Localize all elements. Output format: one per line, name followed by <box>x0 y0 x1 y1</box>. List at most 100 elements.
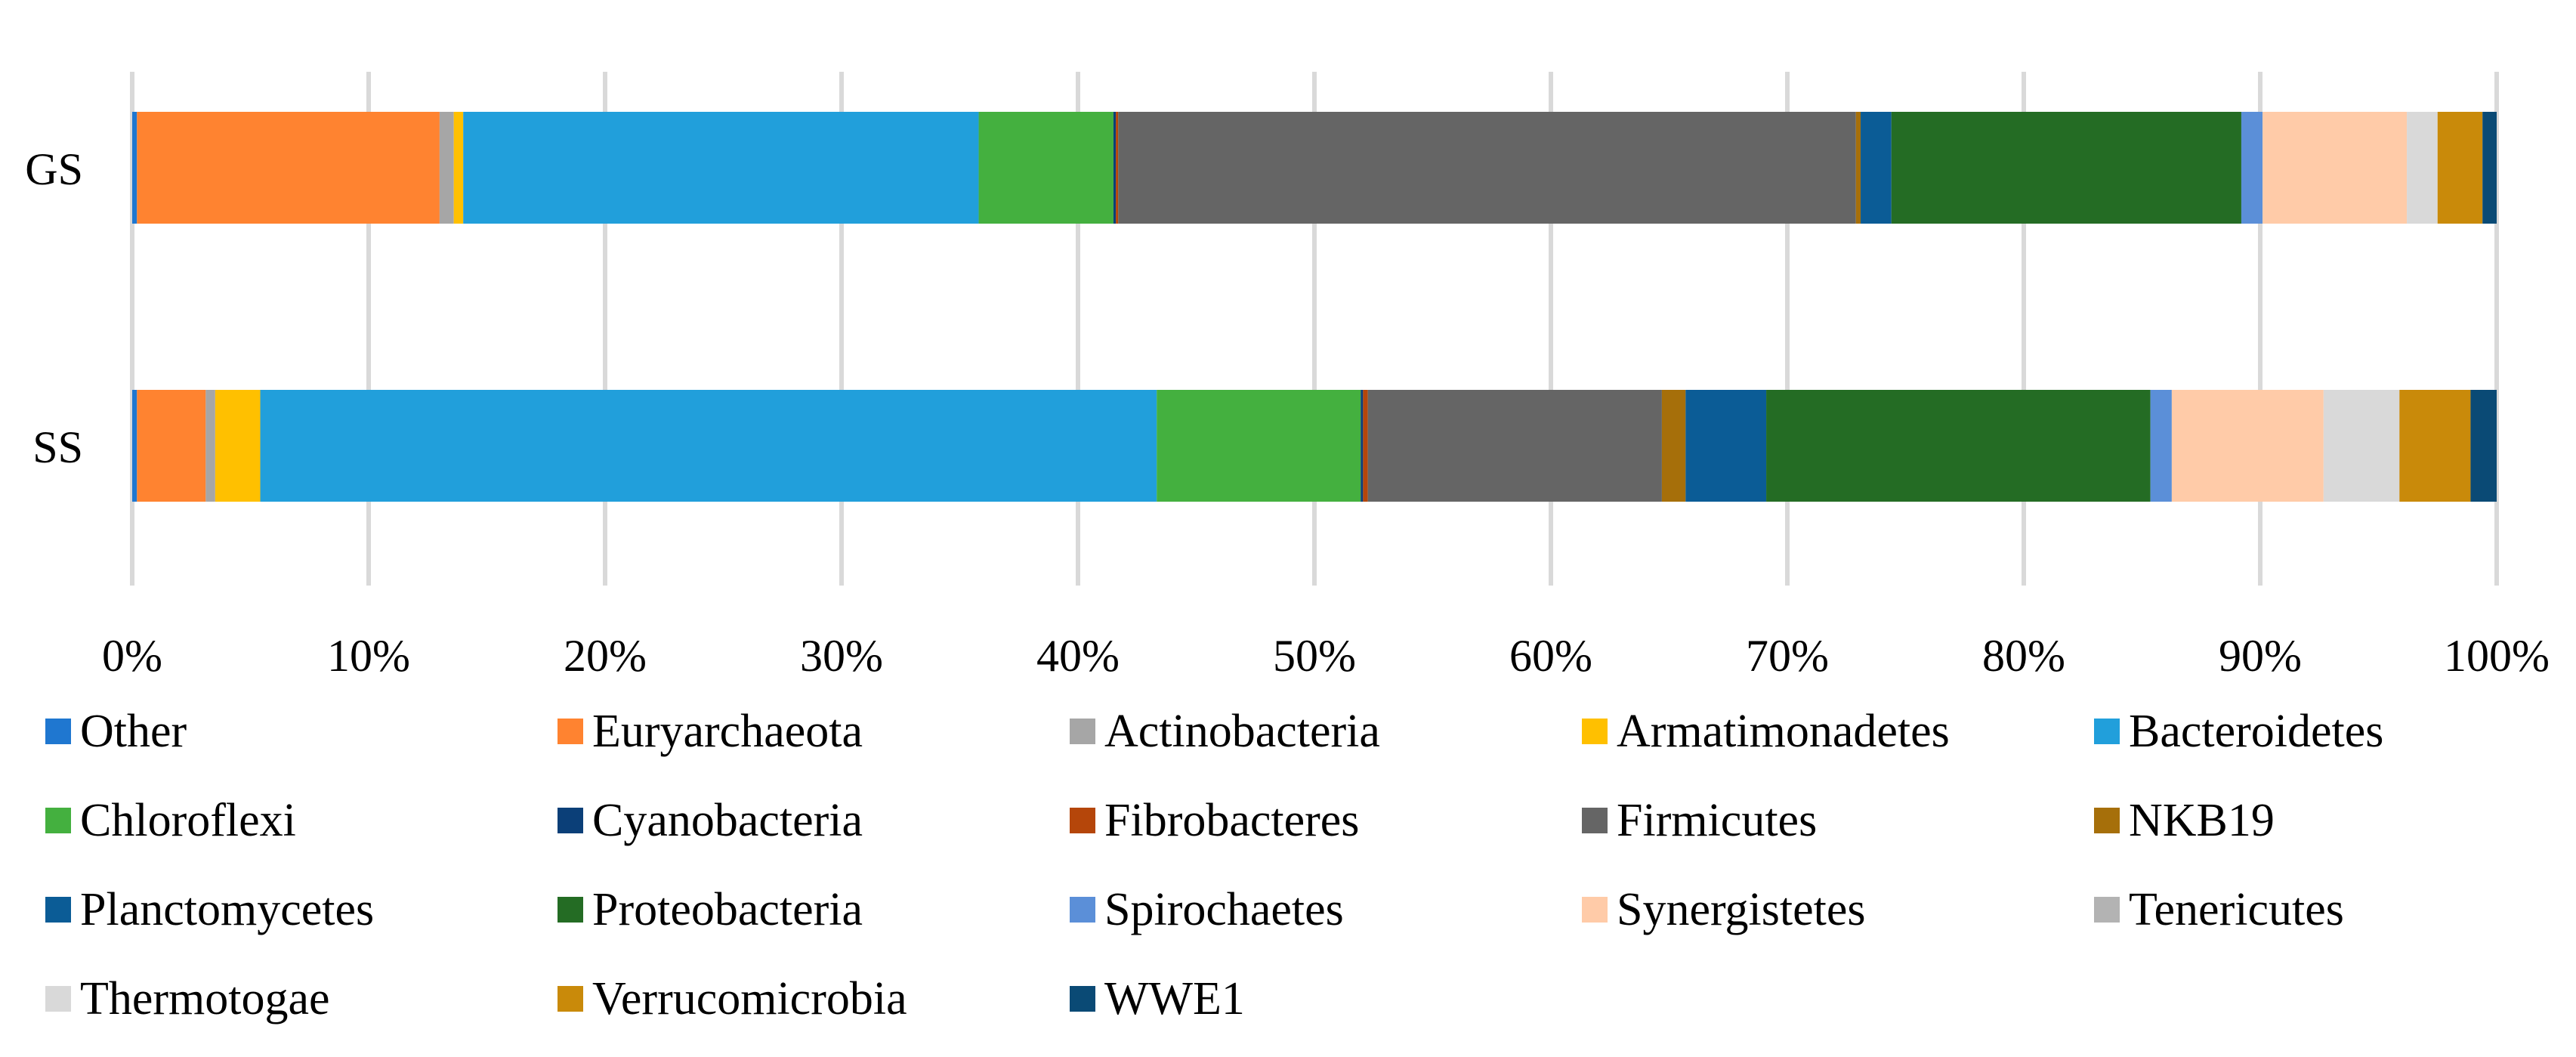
legend-item-other: Other <box>45 703 558 760</box>
legend-item-euryarchaeota: Euryarchaeota <box>558 703 1070 760</box>
legend-swatch <box>1582 808 1608 833</box>
legend-item-nkb19: NKB19 <box>2094 792 2576 849</box>
bar-segment-gs-fibrobacteres <box>1116 112 1119 224</box>
legend-label: Synergistetes <box>1617 884 1866 935</box>
legend-swatch <box>558 808 583 833</box>
legend-swatch <box>45 897 71 923</box>
bar-segment-ss-nkb19 <box>1661 390 1686 502</box>
legend-swatch <box>558 897 583 923</box>
x-tick-label: 0% <box>102 631 162 681</box>
bar-segment-ss-thermotogae <box>2323 390 2400 502</box>
bar-segment-ss-synergistetes <box>2171 390 2324 502</box>
bar-segment-ss-armatimonadetes <box>215 390 261 502</box>
bar-segment-ss-bacteroidetes <box>260 390 1157 502</box>
bar-segment-gs-actinobacteria <box>439 112 454 224</box>
x-tick-label: 100% <box>2444 631 2550 681</box>
legend-swatch <box>558 719 583 744</box>
legend-label: Armatimonadetes <box>1617 706 1950 757</box>
x-tick-label: 50% <box>1273 631 1356 681</box>
legend-label: Firmicutes <box>1617 795 1818 846</box>
bar-segment-gs-bacteroidetes <box>463 112 979 224</box>
bar-segment-gs-armatimonadetes <box>453 112 464 224</box>
bar-segment-ss-wwe1 <box>2470 390 2497 502</box>
bar-segment-ss-planctomycetes <box>1685 390 1767 502</box>
bar-segment-gs-verrucomicrobia <box>2437 112 2483 224</box>
bar-segment-ss-firmicutes <box>1367 390 1662 502</box>
legend-swatch <box>1070 986 1095 1012</box>
legend-label: Thermotogae <box>80 973 330 1025</box>
legend-swatch <box>2094 897 2120 923</box>
bar-segment-ss-euryarchaeota <box>137 390 206 502</box>
bar-segment-gs-cyanobacteria <box>1113 112 1117 224</box>
legend-label: NKB19 <box>2129 795 2275 846</box>
x-tick-label: 80% <box>1982 631 2065 681</box>
x-tick-label: 40% <box>1036 631 1120 681</box>
legend-swatch <box>45 986 71 1012</box>
category-label-ss: SS <box>32 422 83 472</box>
legend-label: Proteobacteria <box>592 884 863 935</box>
legend-swatch <box>1582 897 1608 923</box>
legend-item-chloroflexi: Chloroflexi <box>45 792 558 849</box>
legend-item-spirochaetes: Spirochaetes <box>1070 881 1582 938</box>
bar-segment-gs-proteobacteria <box>1891 112 2241 224</box>
bar-segment-gs-chloroflexi <box>978 112 1113 224</box>
legend-swatch <box>2094 808 2120 833</box>
bar-segment-ss-actinobacteria <box>205 390 215 502</box>
bar-segment-gs-synergistetes <box>2262 112 2408 224</box>
legend-label: Verrucomicrobia <box>592 973 907 1025</box>
legend-item-cyanobacteria: Cyanobacteria <box>558 792 1070 849</box>
x-tick-label: 30% <box>800 631 883 681</box>
bar-segment-ss-fibrobacteres <box>1363 390 1368 502</box>
legend-label: Fibrobacteres <box>1104 795 1360 846</box>
legend-swatch <box>2094 719 2120 744</box>
legend-label: Chloroflexi <box>80 795 296 846</box>
legend-item-actinobacteria: Actinobacteria <box>1070 703 1582 760</box>
legend-item-wwe1: WWE1 <box>1070 970 1582 1028</box>
legend-item-tenericutes: Tenericutes <box>2094 881 2576 938</box>
x-tick-label: 90% <box>2219 631 2302 681</box>
legend-label: Spirochaetes <box>1104 884 1344 935</box>
bar-segment-ss-other <box>132 390 137 502</box>
legend-label: Tenericutes <box>2129 884 2344 935</box>
legend: Other Euryarchaeota Actinobacteria Armatimo… <box>45 703 2568 1028</box>
x-tick-label: 20% <box>564 631 647 681</box>
bar-segment-gs-spirochaetes <box>2241 112 2263 224</box>
stacked-bar-chart: GS SS 0% 10% 20% 30% 40% 50% 60% 70% 80% 90% 100% <box>25 72 2550 681</box>
legend-label: Actinobacteria <box>1104 706 1380 757</box>
bar-segment-gs-planctomycetes <box>1861 112 1892 224</box>
legend-label: Bacteroidetes <box>2129 706 2384 757</box>
legend-swatch <box>45 719 71 744</box>
legend-item-bacteroidetes: Bacteroidetes <box>2094 703 2576 760</box>
legend-item-synergistetes: Synergistetes <box>1582 881 2094 938</box>
legend-swatch <box>558 986 583 1012</box>
x-tick-label: 70% <box>1746 631 1829 681</box>
legend-label: WWE1 <box>1104 973 1245 1025</box>
legend-item-firmicutes: Firmicutes <box>1582 792 2094 849</box>
bar-segment-gs-euryarchaeota <box>137 112 440 224</box>
legend-swatch <box>1582 719 1608 744</box>
legend-item-fibrobacteres: Fibrobacteres <box>1070 792 1582 849</box>
legend-label: Euryarchaeota <box>592 706 863 757</box>
bar-segment-ss-proteobacteria <box>1766 390 2151 502</box>
bar-segment-ss-verrucomicrobia <box>2399 390 2471 502</box>
bar-segment-ss-chloroflexi <box>1157 390 1361 502</box>
bar-segment-gs-nkb19 <box>1855 112 1861 224</box>
legend-label: Cyanobacteria <box>592 795 863 846</box>
bar-segment-ss-cyanobacteria <box>1361 390 1364 502</box>
legend-swatch <box>45 808 71 833</box>
bar-segment-gs-wwe1 <box>2482 112 2497 224</box>
x-tick-label: 10% <box>327 631 410 681</box>
legend-label: Other <box>80 706 187 757</box>
legend-item-verrucomicrobia: Verrucomicrobia <box>558 970 1070 1028</box>
x-tick-label: 60% <box>1509 631 1592 681</box>
legend-item-proteobacteria: Proteobacteria <box>558 881 1070 938</box>
bar-segment-gs-thermotogae <box>2407 112 2438 224</box>
bar-segment-ss-spirochaetes <box>2150 390 2172 502</box>
legend-item-planctomycetes: Planctomycetes <box>45 881 558 938</box>
legend-swatch <box>1070 719 1095 744</box>
bar-segment-gs-firmicutes <box>1118 112 1856 224</box>
legend-label: Planctomycetes <box>80 884 375 935</box>
bar-segment-gs-other <box>132 112 137 224</box>
legend-swatch <box>1070 808 1095 833</box>
